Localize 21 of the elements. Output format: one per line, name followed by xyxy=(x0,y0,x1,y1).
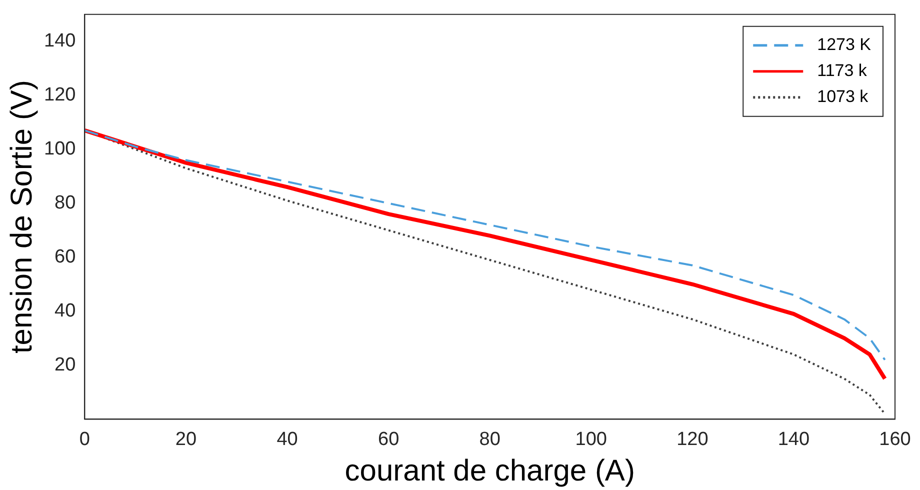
x-tick-label: 80 xyxy=(479,428,500,450)
y-tick-label: 120 xyxy=(44,84,76,106)
y-tick-label: 20 xyxy=(54,354,76,376)
y-tick-label: 140 xyxy=(44,30,76,52)
legend-label: 1073 k xyxy=(817,87,869,106)
x-axis-title: courant de charge (A) xyxy=(344,454,635,488)
x-tick-label: 40 xyxy=(276,428,298,450)
x-tick-label: 20 xyxy=(175,428,197,450)
x-tick-label: 160 xyxy=(879,428,911,450)
x-tick-label: 120 xyxy=(676,428,708,450)
y-tick-label: 80 xyxy=(54,192,76,214)
y-axis-title: tension de Sortie (V) xyxy=(5,80,38,354)
x-tick-label: 0 xyxy=(79,428,90,450)
x-tick-label: 60 xyxy=(378,428,400,450)
x-tick-label: 140 xyxy=(778,428,810,450)
x-tick-label: 100 xyxy=(575,428,607,450)
legend-label: 1273 K xyxy=(817,35,872,54)
y-tick-label: 100 xyxy=(44,138,76,160)
legend-label: 1173 k xyxy=(817,61,868,80)
y-tick-label: 40 xyxy=(54,300,76,322)
y-tick-label: 60 xyxy=(54,246,76,268)
